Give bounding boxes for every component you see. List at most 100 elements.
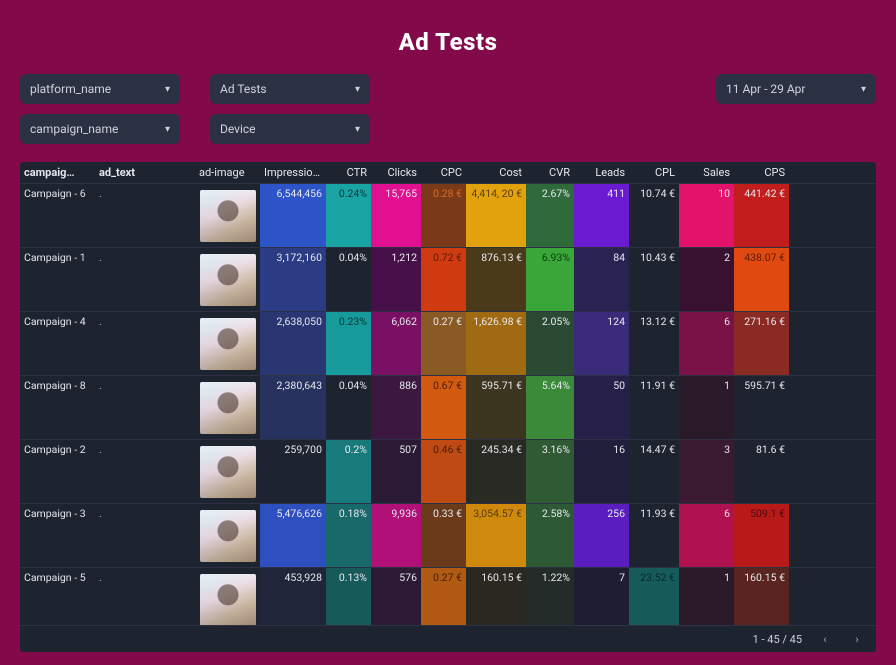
chevron-down-icon: ▾ bbox=[165, 84, 170, 95]
cell-adtext: . bbox=[95, 376, 195, 439]
cell-adtext: . bbox=[95, 568, 195, 625]
cell-impressions: 453,928 bbox=[260, 568, 326, 625]
col-adtext[interactable]: ad_text bbox=[95, 166, 195, 179]
col-clicks[interactable]: Clicks bbox=[371, 166, 421, 179]
cell-cpl: 23.52 € bbox=[629, 568, 679, 625]
cell-clicks: 1,212 bbox=[371, 248, 421, 311]
cell-adimage bbox=[195, 248, 260, 311]
col-cpc[interactable]: CPC bbox=[421, 166, 466, 179]
table-header: campaig… ad_text ad-image Impressions CT… bbox=[20, 162, 876, 184]
ad-image-thumb[interactable] bbox=[200, 510, 256, 562]
cell-clicks: 576 bbox=[371, 568, 421, 625]
col-cost[interactable]: Cost bbox=[466, 166, 526, 179]
filter-daterange[interactable]: 11 Apr - 29 Apr ▾ bbox=[716, 74, 876, 104]
ad-image-thumb[interactable] bbox=[200, 254, 256, 306]
cell-cost: 4,414, 20 € bbox=[466, 184, 526, 247]
cell-cps: 81.6 € bbox=[734, 440, 789, 503]
cell-adimage bbox=[195, 184, 260, 247]
cell-cost: 160.15 € bbox=[466, 568, 526, 625]
filter-platform[interactable]: platform_name ▾ bbox=[20, 74, 180, 104]
cell-sales: 6 bbox=[679, 504, 734, 567]
cell-ctr: 0.13% bbox=[326, 568, 371, 625]
cell-cost: 245.34 € bbox=[466, 440, 526, 503]
ad-image-thumb[interactable] bbox=[200, 446, 256, 498]
table-footer: 1 - 45 / 45 ‹ › bbox=[20, 625, 876, 652]
cell-leads: 124 bbox=[574, 312, 629, 375]
col-cps[interactable]: CPS bbox=[734, 166, 789, 179]
page-prev-button[interactable]: ‹ bbox=[816, 630, 834, 648]
ad-image-thumb[interactable] bbox=[200, 574, 256, 626]
col-ctr[interactable]: CTR bbox=[326, 166, 371, 179]
table-row[interactable]: Campaign - 5.453,9280.13%5760.27 €160.15… bbox=[20, 568, 876, 625]
filter-platform-label: platform_name bbox=[30, 82, 111, 96]
cell-sales: 2 bbox=[679, 248, 734, 311]
cell-cpl: 13.12 € bbox=[629, 312, 679, 375]
cell-sales: 1 bbox=[679, 376, 734, 439]
cell-ctr: 0.18% bbox=[326, 504, 371, 567]
cell-ctr: 0.23% bbox=[326, 312, 371, 375]
filter-campaign[interactable]: campaign_name ▾ bbox=[20, 114, 180, 144]
report-table: campaig… ad_text ad-image Impressions CT… bbox=[20, 162, 876, 652]
cell-clicks: 6,062 bbox=[371, 312, 421, 375]
cell-adimage bbox=[195, 440, 260, 503]
col-cpl[interactable]: CPL bbox=[629, 166, 679, 179]
ad-image-thumb[interactable] bbox=[200, 190, 256, 242]
cell-cpc: 0.72 € bbox=[421, 248, 466, 311]
cell-adimage bbox=[195, 568, 260, 625]
col-sales[interactable]: Sales bbox=[679, 166, 734, 179]
col-impressions[interactable]: Impressions bbox=[260, 166, 326, 179]
chevron-down-icon: ▾ bbox=[165, 124, 170, 135]
cell-adimage bbox=[195, 376, 260, 439]
cell-impressions: 259,700 bbox=[260, 440, 326, 503]
cell-cpl: 10.74 € bbox=[629, 184, 679, 247]
filter-col-1: platform_name ▾ campaign_name ▾ bbox=[20, 74, 180, 144]
filter-testtype[interactable]: Ad Tests ▾ bbox=[210, 74, 370, 104]
col-cvr[interactable]: CVR bbox=[526, 166, 574, 179]
cell-adtext: . bbox=[95, 440, 195, 503]
cell-cps: 595.71 € bbox=[734, 376, 789, 439]
filter-daterange-label: 11 Apr - 29 Apr bbox=[726, 82, 805, 96]
filter-col-2: Ad Tests ▾ Device ▾ bbox=[210, 74, 370, 144]
cell-cost: 595.71 € bbox=[466, 376, 526, 439]
table-row[interactable]: Campaign - 8.2,380,6430.04%8860.67 €595.… bbox=[20, 376, 876, 440]
cell-cpl: 11.93 € bbox=[629, 504, 679, 567]
table-row[interactable]: Campaign - 4.2,638,0500.23%6,0620.27 €1,… bbox=[20, 312, 876, 376]
cell-adtext: . bbox=[95, 504, 195, 567]
cell-cost: 3,054.57 € bbox=[466, 504, 526, 567]
cell-campaign: Campaign - 1 bbox=[20, 248, 95, 311]
table-row[interactable]: Campaign - 3.5,476,6260.18%9,9360.33 €3,… bbox=[20, 504, 876, 568]
cell-ctr: 0.2% bbox=[326, 440, 371, 503]
cell-cpl: 10.43 € bbox=[629, 248, 679, 311]
cell-cps: 160.15 € bbox=[734, 568, 789, 625]
cell-adtext: . bbox=[95, 312, 195, 375]
cell-leads: 50 bbox=[574, 376, 629, 439]
cell-ctr: 0.04% bbox=[326, 376, 371, 439]
col-adimage[interactable]: ad-image bbox=[195, 166, 260, 179]
cell-sales: 1 bbox=[679, 568, 734, 625]
col-campaign[interactable]: campaig… bbox=[20, 166, 95, 179]
cell-cvr: 6.93% bbox=[526, 248, 574, 311]
page-title: Ad Tests bbox=[0, 0, 896, 74]
table-row[interactable]: Campaign - 6.6,544,4560.24%15,7650.28 €4… bbox=[20, 184, 876, 248]
cell-impressions: 2,638,050 bbox=[260, 312, 326, 375]
cell-impressions: 6,544,456 bbox=[260, 184, 326, 247]
cell-sales: 3 bbox=[679, 440, 734, 503]
cell-leads: 256 bbox=[574, 504, 629, 567]
ad-image-thumb[interactable] bbox=[200, 382, 256, 434]
filter-device[interactable]: Device ▾ bbox=[210, 114, 370, 144]
table-row[interactable]: Campaign - 1.3,172,1600.04%1,2120.72 €87… bbox=[20, 248, 876, 312]
cell-adtext: . bbox=[95, 248, 195, 311]
chevron-down-icon: ▾ bbox=[355, 84, 360, 95]
cell-cvr: 2.05% bbox=[526, 312, 574, 375]
cell-campaign: Campaign - 4 bbox=[20, 312, 95, 375]
cell-adimage bbox=[195, 504, 260, 567]
cell-cpc: 0.27 € bbox=[421, 312, 466, 375]
cell-leads: 411 bbox=[574, 184, 629, 247]
cell-cpc: 0.28 € bbox=[421, 184, 466, 247]
cell-sales: 10 bbox=[679, 184, 734, 247]
page-next-button[interactable]: › bbox=[848, 630, 866, 648]
ad-image-thumb[interactable] bbox=[200, 318, 256, 370]
table-row[interactable]: Campaign - 2.259,7000.2%5070.46 €245.34 … bbox=[20, 440, 876, 504]
col-leads[interactable]: Leads bbox=[574, 166, 629, 179]
cell-cvr: 1.22% bbox=[526, 568, 574, 625]
